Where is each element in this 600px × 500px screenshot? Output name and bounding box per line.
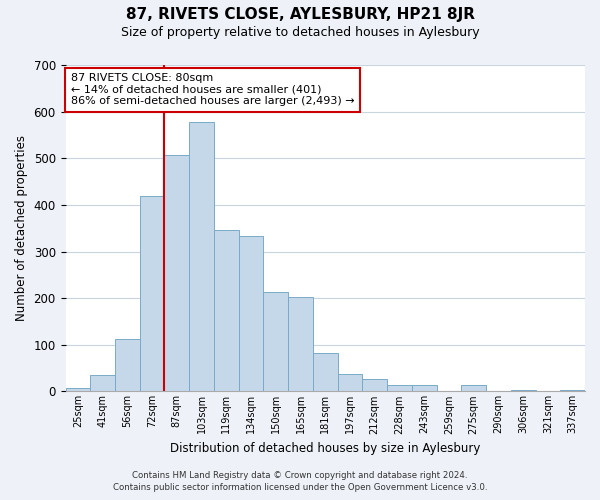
Bar [387, 386, 412, 392]
Bar [140, 196, 164, 392]
Bar [214, 230, 239, 392]
Bar [412, 386, 437, 392]
Bar [288, 297, 313, 392]
Text: 87 RIVETS CLOSE: 80sqm
← 14% of detached houses are smaller (401)
86% of semi-de: 87 RIVETS CLOSE: 80sqm ← 14% of detached… [71, 73, 355, 106]
Text: Contains HM Land Registry data © Crown copyright and database right 2024.
Contai: Contains HM Land Registry data © Crown c… [113, 471, 487, 492]
Bar [362, 379, 387, 392]
Bar [90, 375, 115, 392]
Bar [115, 339, 140, 392]
Bar [313, 352, 338, 392]
Bar [189, 122, 214, 392]
Bar [511, 390, 536, 392]
Bar [338, 374, 362, 392]
Bar [65, 388, 90, 392]
Bar [560, 390, 585, 392]
Bar [164, 155, 189, 392]
Y-axis label: Number of detached properties: Number of detached properties [15, 135, 28, 321]
Bar [461, 386, 486, 392]
Bar [239, 236, 263, 392]
Text: Size of property relative to detached houses in Aylesbury: Size of property relative to detached ho… [121, 26, 479, 39]
Bar [263, 292, 288, 392]
Text: 87, RIVETS CLOSE, AYLESBURY, HP21 8JR: 87, RIVETS CLOSE, AYLESBURY, HP21 8JR [125, 8, 475, 22]
X-axis label: Distribution of detached houses by size in Aylesbury: Distribution of detached houses by size … [170, 442, 481, 455]
